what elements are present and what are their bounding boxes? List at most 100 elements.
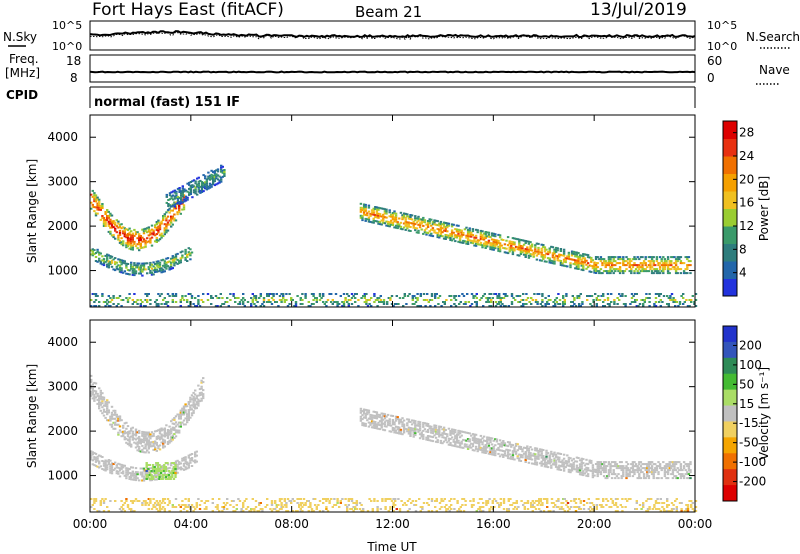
echo-cell xyxy=(336,502,339,504)
echo-cell xyxy=(94,390,98,393)
echo-cell xyxy=(398,432,401,435)
echo-cell xyxy=(144,431,147,434)
echo-cell xyxy=(512,502,515,504)
echo-cell xyxy=(574,510,578,512)
echo-cell xyxy=(561,463,564,466)
echo-cell xyxy=(559,453,563,455)
echo-cell xyxy=(208,176,212,179)
echo-cell xyxy=(668,260,671,263)
echo-cell xyxy=(174,460,178,463)
echo-cell xyxy=(359,206,363,209)
echo-cell xyxy=(649,463,652,466)
echo-cell xyxy=(658,295,661,297)
echo-cell xyxy=(115,419,118,422)
echo-cell xyxy=(165,261,168,264)
echo-cell xyxy=(628,264,631,267)
echo-cell xyxy=(189,252,192,255)
echo-cell xyxy=(418,421,422,424)
echo-cell xyxy=(155,223,158,225)
echo-cell xyxy=(398,430,401,433)
echo-cell xyxy=(465,236,468,239)
echo-cell xyxy=(405,303,408,305)
echo-cell xyxy=(594,266,598,268)
echo-cell xyxy=(570,305,573,307)
echo-cell xyxy=(596,270,599,273)
echo-cell xyxy=(149,263,152,266)
echo-cell xyxy=(406,500,410,502)
echo-cell xyxy=(379,508,382,510)
echo-cell xyxy=(91,250,94,253)
echo-cell xyxy=(576,506,579,508)
echo-cell xyxy=(414,301,418,303)
echo-cell xyxy=(163,266,166,269)
echo-cell xyxy=(361,410,364,413)
echo-cell xyxy=(392,506,395,508)
echo-cell xyxy=(506,451,510,454)
echo-cell xyxy=(674,260,678,263)
echo-cell xyxy=(481,437,484,440)
echo-cell xyxy=(125,475,128,478)
echo-cell xyxy=(94,464,98,467)
echo-cell xyxy=(557,506,560,508)
echo-cell xyxy=(399,227,403,230)
echo-cell xyxy=(452,432,455,435)
echo-cell xyxy=(192,399,195,402)
echo-cell xyxy=(676,467,679,470)
echo-cell xyxy=(388,424,391,427)
echo-cell xyxy=(120,261,123,264)
echo-cell xyxy=(173,506,176,508)
echo-cell xyxy=(141,236,144,239)
echo-cell xyxy=(606,264,609,267)
echo-cell xyxy=(686,471,689,474)
echo-cell xyxy=(644,270,647,273)
echo-cell xyxy=(131,466,134,469)
echo-cell xyxy=(569,471,572,474)
echo-cell xyxy=(404,216,407,219)
echo-cell xyxy=(440,506,443,508)
echo-cell xyxy=(178,209,181,211)
echo-cell xyxy=(378,207,382,210)
echo-cell xyxy=(569,264,572,267)
echo-cell xyxy=(222,508,226,510)
echo-cell xyxy=(642,270,646,273)
echo-cell xyxy=(617,477,620,480)
echo-cell xyxy=(409,216,412,218)
echo-cell xyxy=(102,398,106,401)
echo-cell xyxy=(91,453,94,456)
echo-cell xyxy=(572,252,575,255)
echo-cell xyxy=(172,190,175,193)
echo-cell xyxy=(190,398,194,401)
echo-cell xyxy=(617,473,620,476)
echo-cell xyxy=(145,464,148,466)
echo-cell xyxy=(314,504,317,506)
echo-cell xyxy=(204,181,207,184)
echo-cell xyxy=(170,263,173,266)
echo-cell xyxy=(107,409,110,412)
echo-cell xyxy=(673,469,676,472)
echo-cell xyxy=(468,438,471,441)
echo-cell xyxy=(117,423,120,426)
echo-cell xyxy=(130,476,133,479)
echo-cell xyxy=(107,216,110,219)
echo-cell xyxy=(434,297,437,299)
echo-cell xyxy=(526,449,529,452)
echo-cell xyxy=(173,264,176,267)
echo-cell xyxy=(163,468,166,470)
echo-cell xyxy=(144,445,147,448)
echo-cell xyxy=(112,258,115,261)
echo-cell xyxy=(536,301,539,303)
echo-cell xyxy=(663,469,667,472)
echo-cell xyxy=(561,461,564,464)
echo-cell xyxy=(102,264,106,267)
echo-cell xyxy=(181,193,184,196)
echo-cell xyxy=(93,200,96,203)
echo-cell xyxy=(607,272,611,275)
echo-cell xyxy=(203,508,206,510)
echo-cell xyxy=(203,502,206,504)
echo-cell xyxy=(687,467,691,470)
echo-cell xyxy=(178,211,181,213)
echo-cell xyxy=(149,498,152,500)
echo-cell xyxy=(462,438,465,441)
echo-cell xyxy=(381,498,384,500)
echo-cell xyxy=(166,221,170,224)
